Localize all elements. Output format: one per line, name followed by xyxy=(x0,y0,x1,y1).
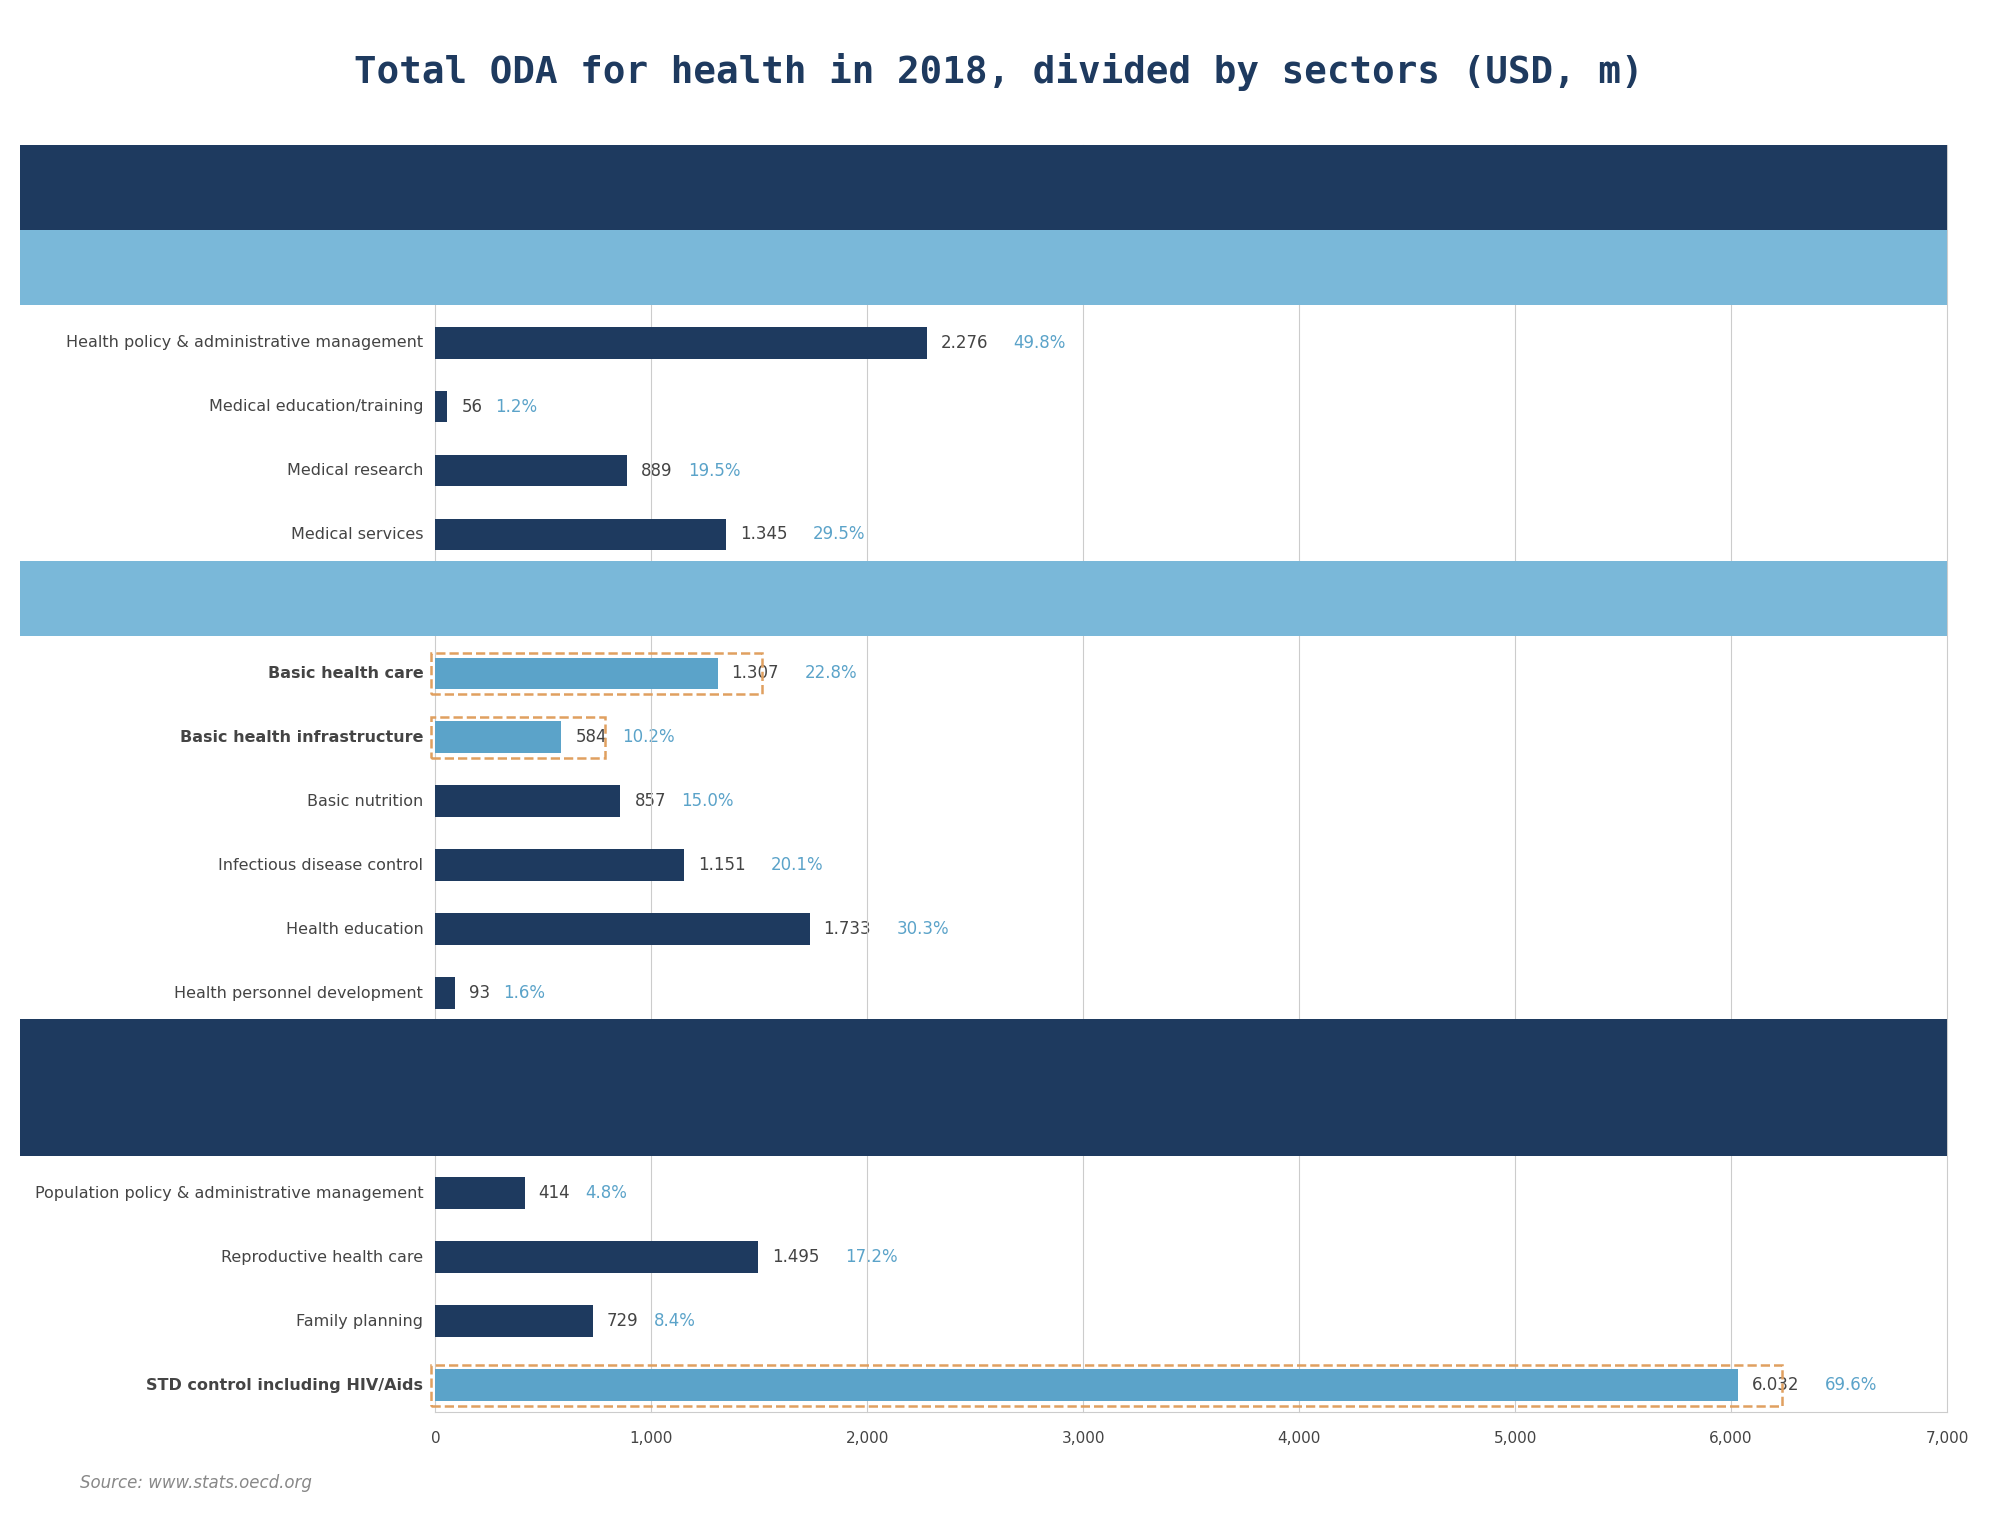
Text: 3,000: 3,000 xyxy=(1062,1431,1104,1447)
Text: 1.6%: 1.6% xyxy=(503,984,545,1003)
Text: Health personnel development: Health personnel development xyxy=(174,986,423,1001)
Text: 6.032: 6.032 xyxy=(1751,1376,1799,1395)
Text: 56: 56 xyxy=(461,398,483,415)
Text: 43%: 43% xyxy=(1863,256,1923,279)
Text: Infectious disease control: Infectious disease control xyxy=(218,858,423,873)
Text: Basic health: Basic health xyxy=(270,589,423,609)
Text: 1.307: 1.307 xyxy=(731,664,779,682)
Text: 4,000: 4,000 xyxy=(1278,1431,1320,1447)
Text: 29.5%: 29.5% xyxy=(813,525,865,543)
Text: 2.276: 2.276 xyxy=(941,334,989,351)
Text: 22.8%: 22.8% xyxy=(805,664,857,682)
Text: 17.2%: 17.2% xyxy=(845,1248,899,1267)
Text: Basic health care: Basic health care xyxy=(268,665,423,681)
Text: 1.151: 1.151 xyxy=(697,856,745,874)
Text: Medical services: Medical services xyxy=(292,526,423,542)
Text: 15.0%: 15.0% xyxy=(681,792,733,810)
Text: Family planning: Family planning xyxy=(296,1314,423,1329)
Text: 93: 93 xyxy=(469,984,491,1003)
Text: 6,000: 6,000 xyxy=(1709,1431,1753,1447)
Text: General health: General health xyxy=(238,258,423,278)
Text: Basic health infrastructure: Basic health infrastructure xyxy=(180,729,423,745)
Text: 7,000: 7,000 xyxy=(1925,1431,1969,1447)
Text: Medical education/training: Medical education/training xyxy=(210,400,423,414)
Text: 30.3%: 30.3% xyxy=(897,920,949,938)
Text: 414: 414 xyxy=(539,1184,571,1202)
Text: 1.733: 1.733 xyxy=(823,920,871,938)
Text: Population policy & administrative management: Population policy & administrative manag… xyxy=(34,1186,423,1201)
Text: 889: 889 xyxy=(641,461,673,479)
Text: Source: www.stats.oecd.org: Source: www.stats.oecd.org xyxy=(80,1474,312,1492)
Text: 1.495: 1.495 xyxy=(773,1248,819,1267)
Text: 1.2%: 1.2% xyxy=(495,398,537,415)
Text: 0: 0 xyxy=(431,1431,439,1447)
Text: 857: 857 xyxy=(635,792,665,810)
Text: 5,000: 5,000 xyxy=(1494,1431,1538,1447)
Text: 10.2%: 10.2% xyxy=(623,728,675,746)
Text: Medical research: Medical research xyxy=(288,462,423,478)
Text: 2,000: 2,000 xyxy=(845,1431,889,1447)
Text: Basic nutrition: Basic nutrition xyxy=(308,794,423,809)
Text: Health education: Health education xyxy=(286,922,423,937)
Text: 584: 584 xyxy=(575,728,607,746)
Text: Total ODA for health in 2018, divided by sectors (USD, m): Total ODA for health in 2018, divided by… xyxy=(353,53,1644,92)
Text: 49.8%: 49.8% xyxy=(1014,334,1066,351)
Text: 4,567: 4,567 xyxy=(1040,253,1130,282)
Text: 1,000: 1,000 xyxy=(629,1431,673,1447)
Text: 729: 729 xyxy=(607,1312,639,1331)
Text: Health policy & administrative management: Health policy & administrative managemen… xyxy=(66,336,423,349)
Text: 8.4%: 8.4% xyxy=(653,1312,695,1331)
Text: 5,930: 5,930 xyxy=(1040,584,1130,612)
Text: 56%: 56% xyxy=(1863,586,1923,610)
Text: 69.6%: 69.6% xyxy=(1825,1376,1877,1395)
Text: Reproductive health care: Reproductive health care xyxy=(222,1250,423,1265)
Text: STD control including HIV/Aids: STD control including HIV/Aids xyxy=(146,1378,423,1393)
Text: 4.8%: 4.8% xyxy=(585,1184,627,1202)
Text: 1.345: 1.345 xyxy=(739,525,787,543)
Text: 19.5%: 19.5% xyxy=(689,461,741,479)
Text: Health: Health xyxy=(335,175,423,200)
Text: 10,520: 10,520 xyxy=(1032,174,1138,201)
Text: Population Policies/Programes
& Reproductive Health: Population Policies/Programes & Reproduc… xyxy=(16,1061,423,1114)
Text: 20.1%: 20.1% xyxy=(771,856,823,874)
Text: 8,751: 8,751 xyxy=(1040,1074,1130,1102)
